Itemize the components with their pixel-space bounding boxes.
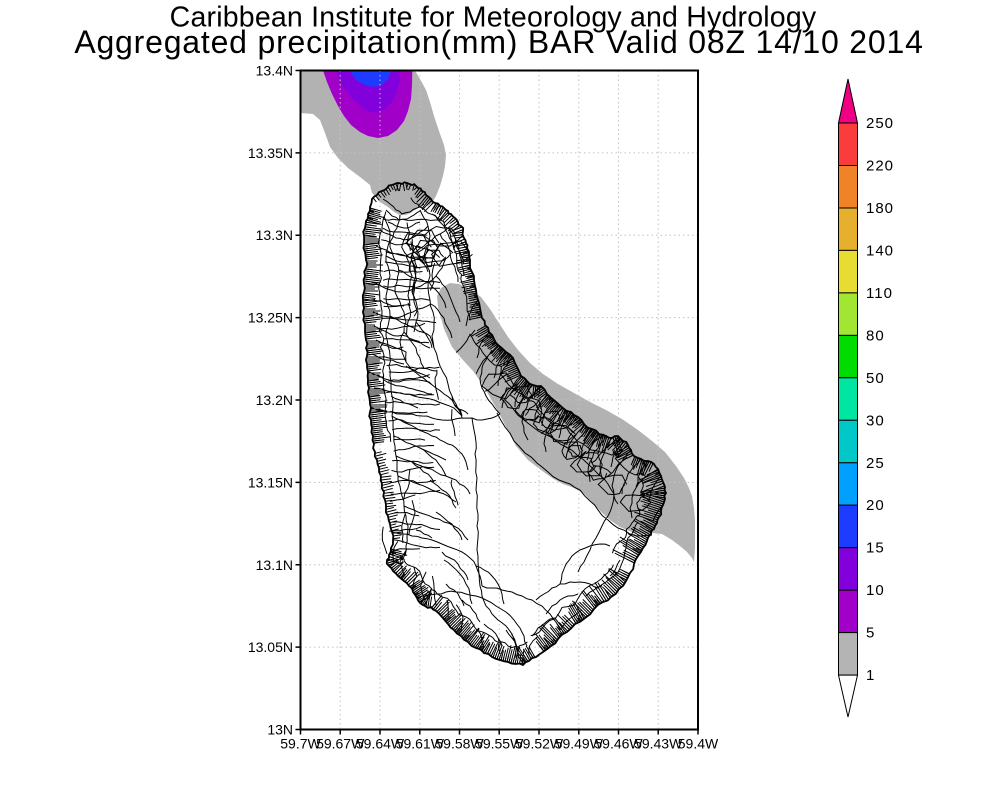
svg-text:59.58W: 59.58W: [435, 736, 484, 752]
svg-text:Aggregated precipitation(mm) B: Aggregated precipitation(mm) BAR Valid 0…: [74, 24, 923, 60]
svg-text:110: 110: [866, 285, 893, 302]
svg-text:30: 30: [866, 412, 885, 429]
svg-text:59.61W: 59.61W: [396, 736, 445, 752]
svg-text:220: 220: [866, 158, 894, 175]
svg-text:50: 50: [866, 370, 885, 387]
svg-text:13.35N: 13.35N: [248, 145, 293, 161]
svg-text:5: 5: [866, 625, 875, 642]
svg-text:13.2N: 13.2N: [256, 392, 293, 408]
svg-text:13N: 13N: [267, 722, 293, 738]
svg-text:1: 1: [866, 667, 875, 684]
svg-text:10: 10: [866, 582, 885, 599]
svg-text:25: 25: [866, 455, 885, 472]
svg-text:13.05N: 13.05N: [248, 639, 293, 655]
svg-text:59.46W: 59.46W: [594, 736, 643, 752]
svg-text:59.55W: 59.55W: [475, 736, 524, 752]
svg-text:59.4W: 59.4W: [678, 736, 719, 752]
svg-text:13.25N: 13.25N: [248, 310, 293, 326]
svg-text:Caribbean Institute for Meteor: Caribbean Institute for Meteorology and …: [170, 2, 817, 34]
svg-text:140: 140: [866, 242, 894, 259]
svg-text:13.4N: 13.4N: [256, 63, 293, 79]
svg-text:59.52W: 59.52W: [515, 736, 564, 752]
svg-text:13.3N: 13.3N: [256, 227, 293, 243]
svg-text:15: 15: [866, 540, 885, 557]
svg-text:59.67W: 59.67W: [316, 736, 365, 752]
svg-text:180: 180: [866, 200, 894, 217]
svg-text:13.15N: 13.15N: [248, 474, 293, 490]
svg-text:80: 80: [866, 327, 885, 344]
svg-text:59.64W: 59.64W: [356, 736, 405, 752]
svg-text:59.49W: 59.49W: [555, 736, 604, 752]
svg-text:59.43W: 59.43W: [634, 736, 683, 752]
svg-text:13.1N: 13.1N: [256, 557, 293, 573]
svg-text:59.7W: 59.7W: [280, 736, 321, 752]
svg-text:250: 250: [866, 115, 894, 132]
svg-text:20: 20: [866, 497, 885, 514]
